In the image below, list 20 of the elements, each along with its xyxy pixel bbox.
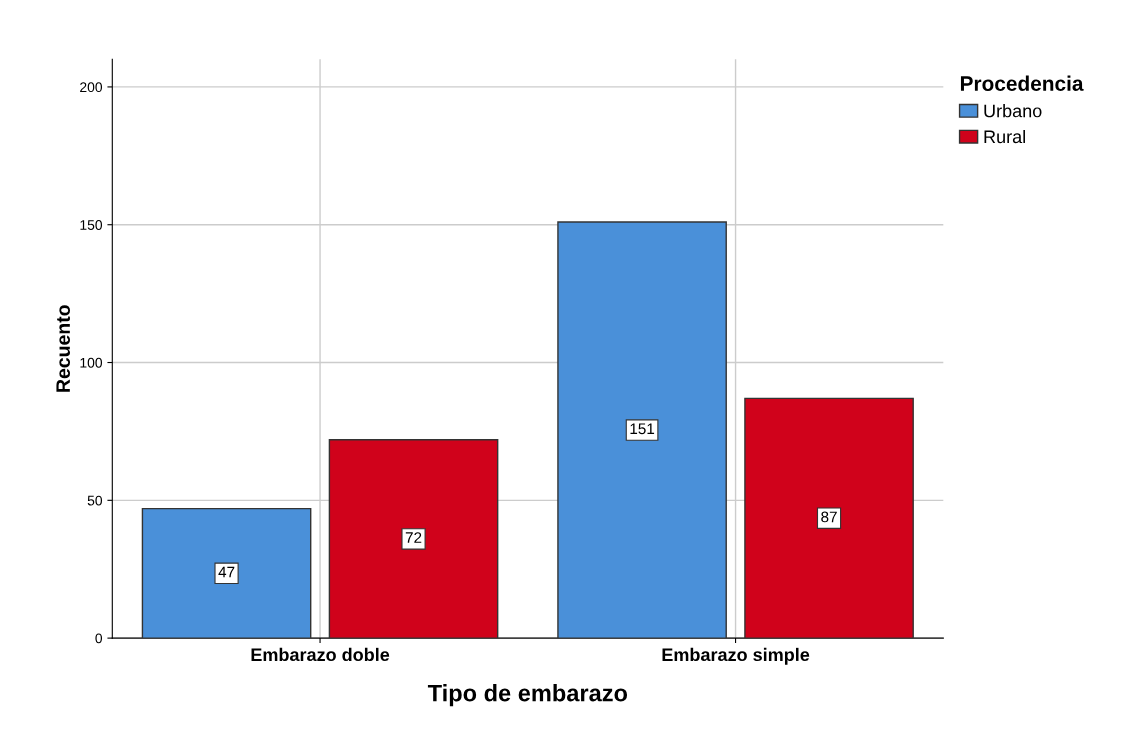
- data-label: 151: [630, 423, 655, 435]
- y-tick-label: 200: [80, 82, 103, 93]
- bar: [141, 507, 312, 639]
- bar: [744, 397, 914, 639]
- data-label: 47: [218, 566, 235, 578]
- legend-label: Urbano: [984, 104, 1042, 118]
- x-tick-label: Embarazo doble: [251, 647, 390, 662]
- x-tick-label: Embarazo simple: [662, 647, 810, 665]
- legend-label: Rural: [984, 129, 1025, 144]
- data-label: 72: [405, 532, 422, 543]
- bar: [557, 221, 727, 639]
- bar: [328, 438, 499, 639]
- x-axis-title: Tipo de embarazo: [427, 684, 628, 707]
- y-tick-label: 100: [80, 357, 103, 368]
- y-axis-title: Recuento: [56, 305, 71, 392]
- data-label: 87: [821, 511, 837, 523]
- legend-title: Procedencia: [960, 75, 1084, 91]
- y-tick-label: 0: [95, 633, 103, 644]
- y-tick-label: 150: [80, 220, 103, 230]
- y-tick-label: 50: [87, 495, 103, 506]
